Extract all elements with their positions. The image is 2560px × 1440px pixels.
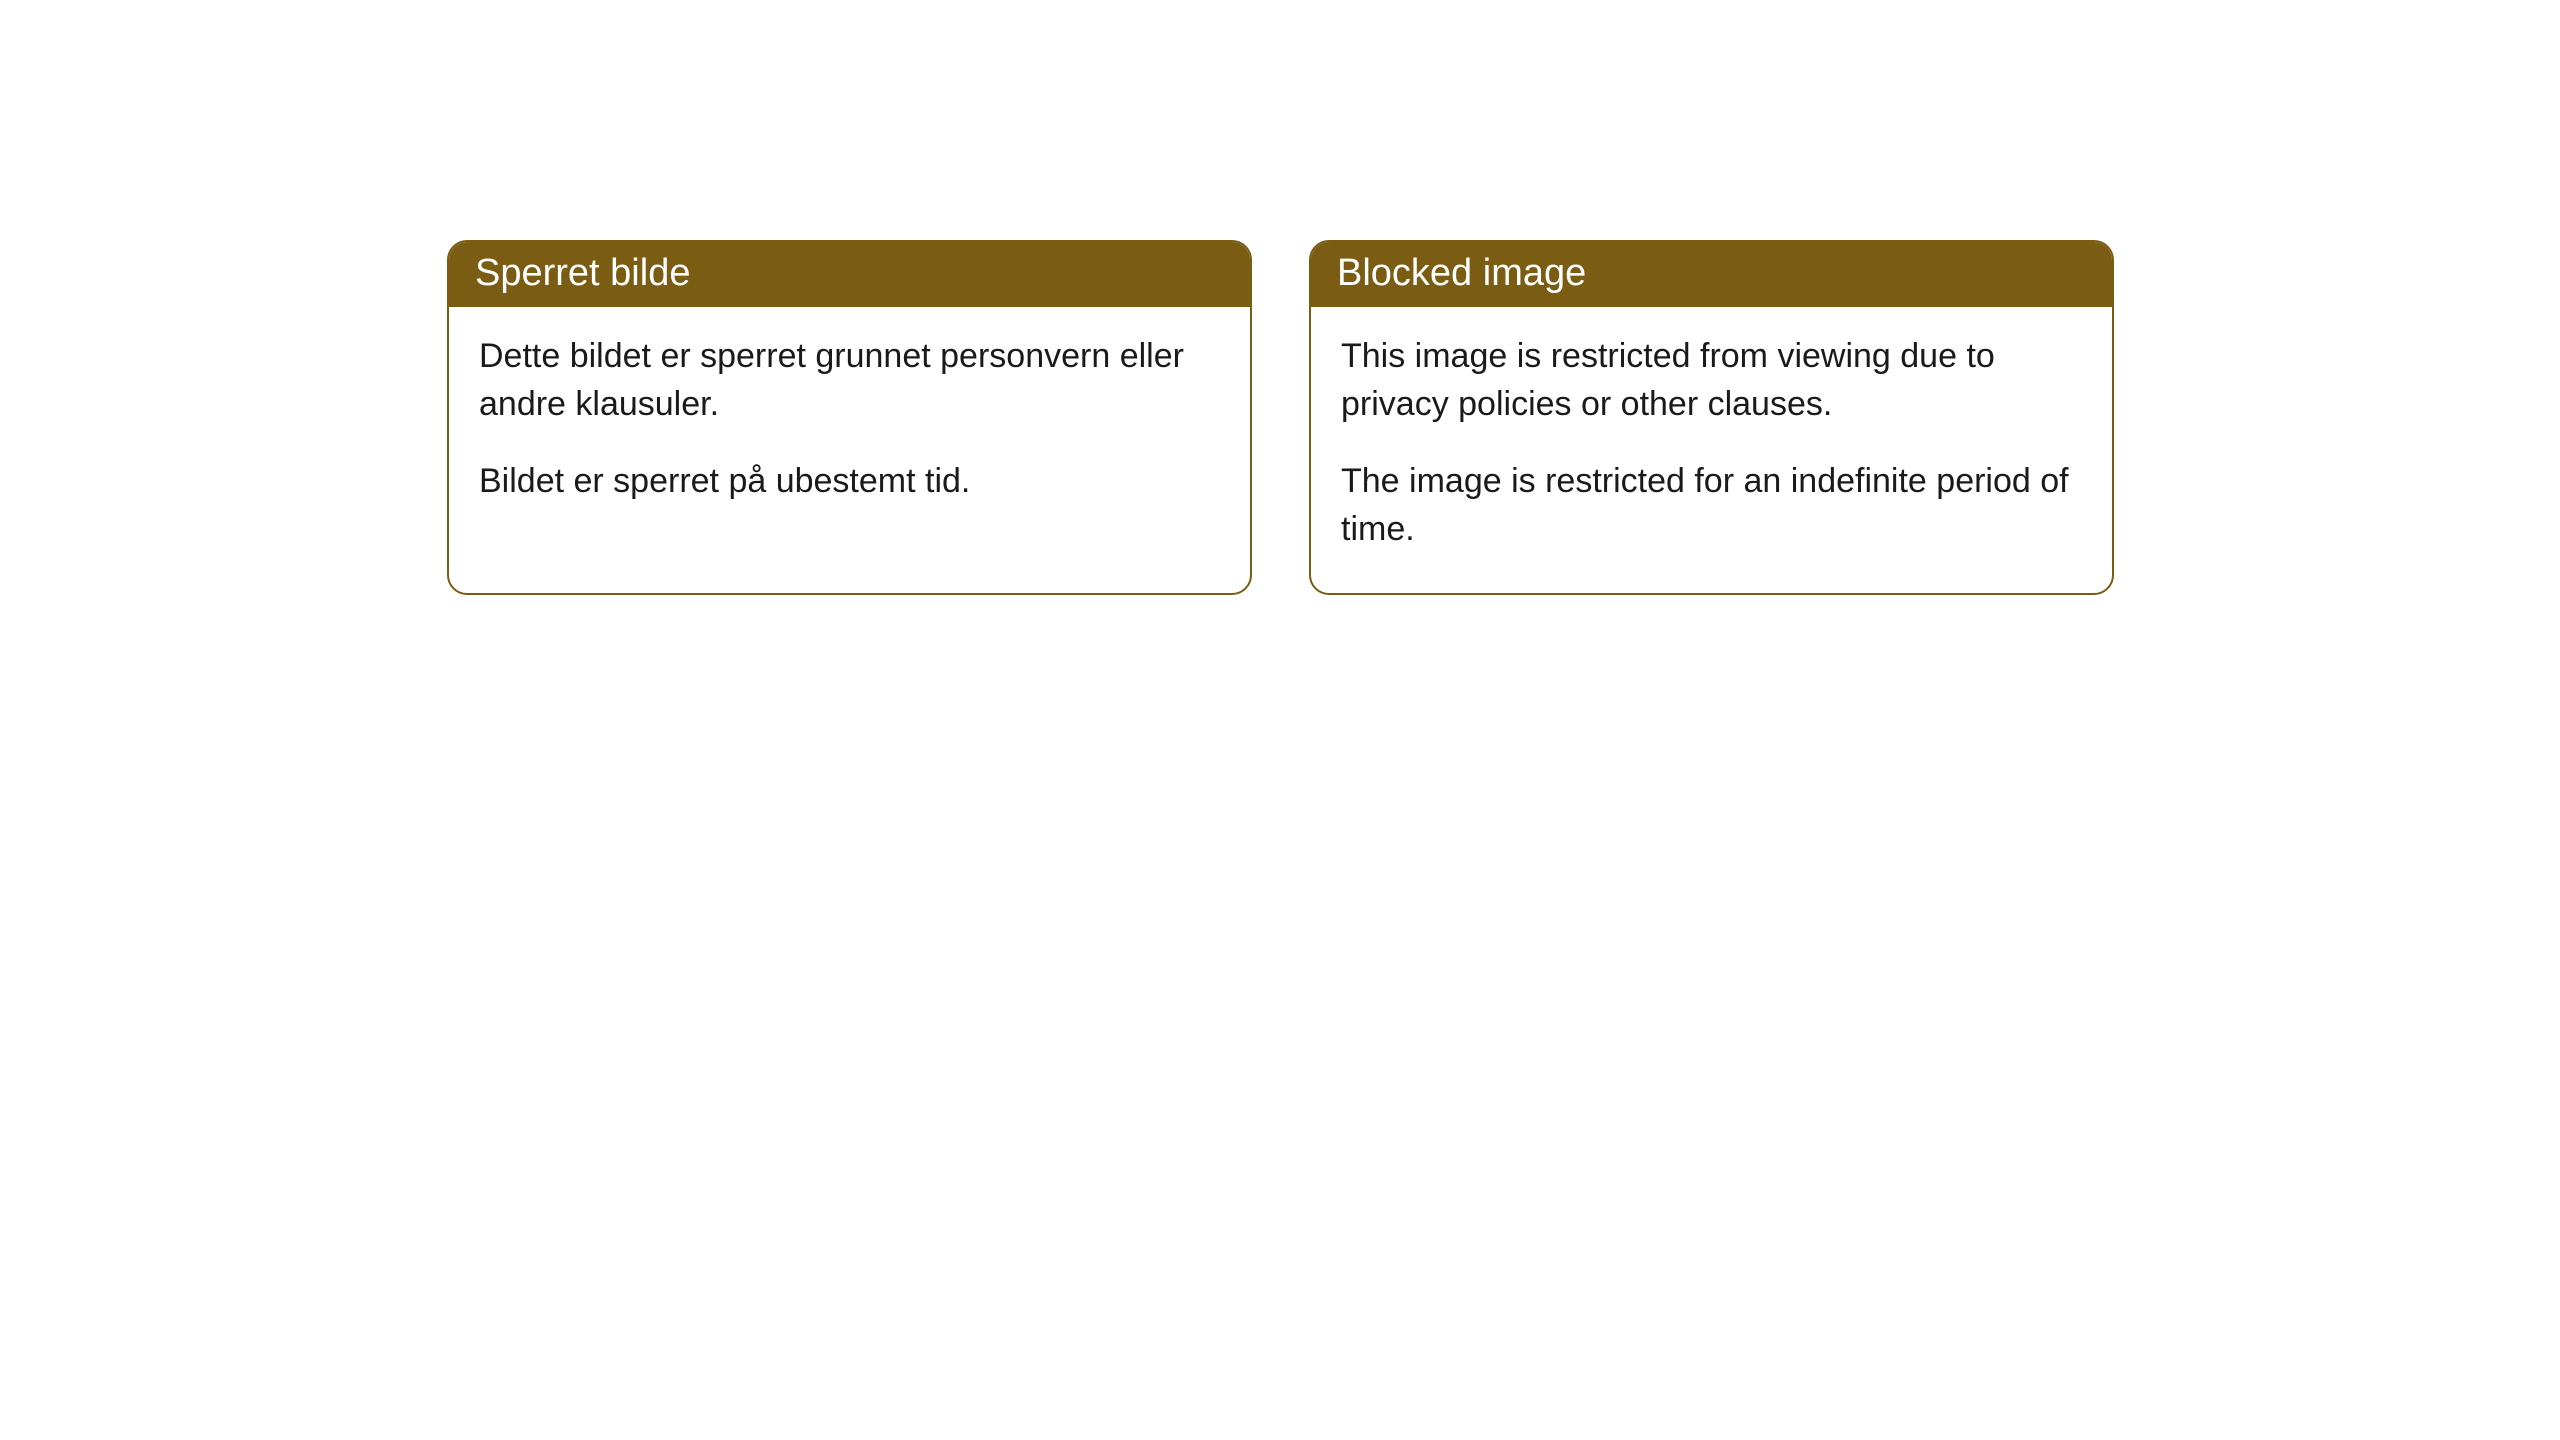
card-header: Sperret bilde — [449, 242, 1250, 307]
card-header: Blocked image — [1311, 242, 2112, 307]
blocked-image-card-english: Blocked image This image is restricted f… — [1309, 240, 2114, 595]
notice-cards-container: Sperret bilde Dette bildet er sperret gr… — [447, 240, 2114, 595]
blocked-image-card-norwegian: Sperret bilde Dette bildet er sperret gr… — [447, 240, 1252, 595]
card-body: This image is restricted from viewing du… — [1311, 307, 2112, 593]
card-body-paragraph: This image is restricted from viewing du… — [1341, 333, 2082, 428]
card-header-text: Sperret bilde — [475, 252, 690, 294]
card-header-text: Blocked image — [1337, 252, 1586, 294]
card-body-paragraph: Bildet er sperret på ubestemt tid. — [479, 458, 1220, 506]
card-body-paragraph: Dette bildet er sperret grunnet personve… — [479, 333, 1220, 428]
card-body-paragraph: The image is restricted for an indefinit… — [1341, 458, 2082, 553]
card-body: Dette bildet er sperret grunnet personve… — [449, 307, 1250, 546]
